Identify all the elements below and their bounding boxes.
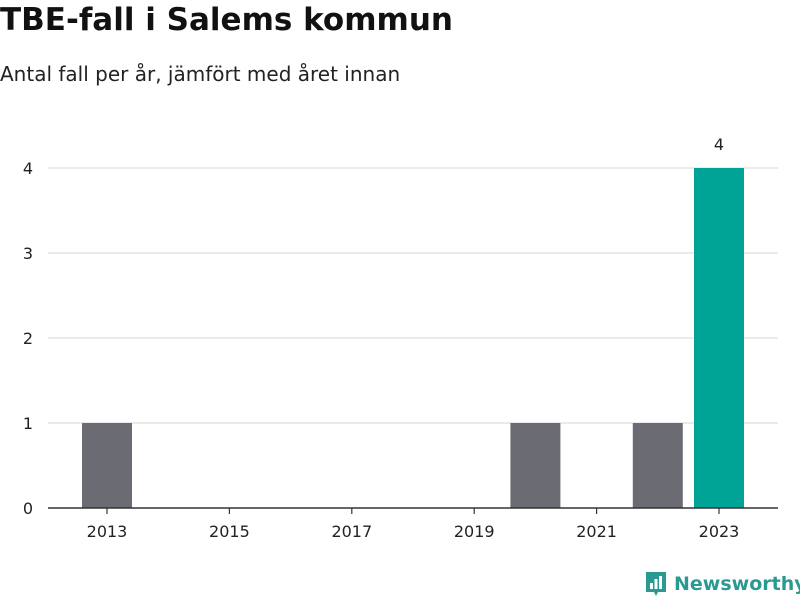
brand-name: Newsworthy <box>674 573 800 595</box>
x-tick-label: 2023 <box>699 522 740 541</box>
y-tick-label: 1 <box>23 414 33 433</box>
bar-2023 <box>694 168 744 508</box>
newsworthy-logo-icon <box>646 572 666 596</box>
y-tick-label: 2 <box>23 329 33 348</box>
x-tick-label: 2019 <box>454 522 495 541</box>
y-tick-label: 4 <box>23 159 33 178</box>
bar-2020 <box>510 423 561 508</box>
x-tick-label: 2013 <box>87 522 128 541</box>
y-tick-label: 3 <box>23 244 33 263</box>
bar-2022 <box>632 423 683 508</box>
y-tick-label: 0 <box>23 499 33 518</box>
data-label-2023: 4 <box>714 135 724 154</box>
chart-subtitle: Antal fall per år, jämfört med året inna… <box>0 62 401 86</box>
x-tick-label: 2015 <box>209 522 250 541</box>
x-tick-label: 2017 <box>331 522 372 541</box>
brand-logo: Newsworthy <box>644 570 800 598</box>
chart-title: TBE-fall i Salems kommun <box>0 2 453 38</box>
bar-2013 <box>82 423 132 508</box>
x-tick-label: 2021 <box>576 522 617 541</box>
